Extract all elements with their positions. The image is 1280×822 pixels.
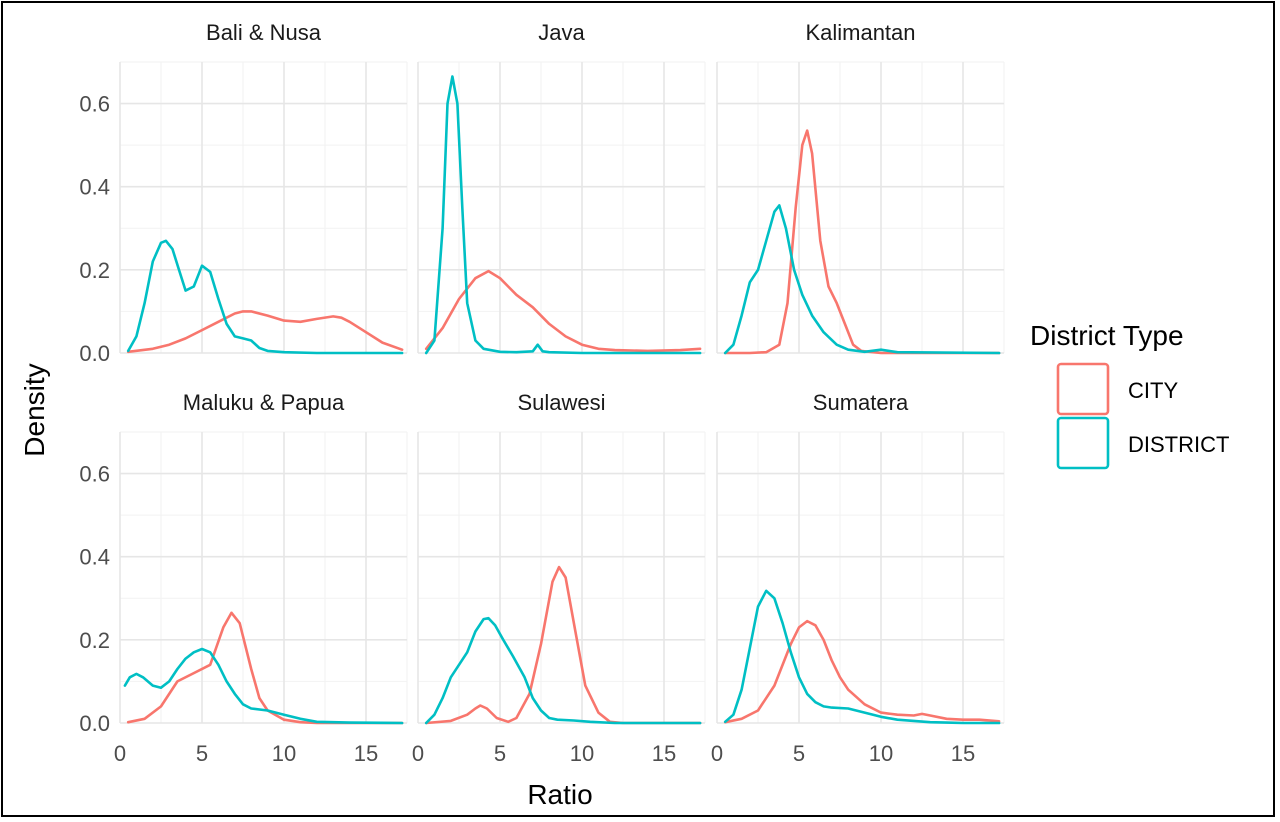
y-tick-label: 0.2 — [79, 628, 110, 653]
x-tick-label: 15 — [652, 741, 676, 766]
series-line-city-sulawesi — [424, 565, 702, 725]
y-tick-label: 0.4 — [79, 545, 110, 570]
y-tick-label: 0.6 — [79, 462, 110, 487]
y-tick-label: 0.0 — [79, 341, 110, 366]
facet-title-bali-nusa: Bali & Nusa — [206, 20, 322, 45]
y-tick-label: 0.4 — [79, 175, 110, 200]
legend-label-district: DISTRICT — [1128, 432, 1229, 457]
facet-title-sulawesi: Sulawesi — [517, 390, 605, 415]
y-tick-label: 0.2 — [79, 258, 110, 283]
series-line-district-sulawesi — [424, 616, 702, 725]
x-tick-label: 15 — [951, 741, 975, 766]
series-line-district-kalimantan — [723, 204, 1001, 355]
x-tick-label: 10 — [869, 741, 893, 766]
legend-key-district — [1056, 416, 1110, 470]
series-line-city-sumatera — [723, 619, 1001, 724]
legend-key-city — [1056, 362, 1110, 416]
series-line-district-maluku-papua — [123, 647, 404, 725]
series-line-district-bali-nusa — [126, 239, 404, 355]
facet-title-kalimantan: Kalimantan — [805, 20, 915, 45]
x-tick-label: 10 — [272, 741, 296, 766]
facet-title-maluku-papua: Maluku & Papua — [183, 390, 345, 415]
facet-title-java: Java — [538, 20, 585, 45]
legend-label-city: CITY — [1128, 378, 1178, 403]
x-tick-label: 5 — [793, 741, 805, 766]
x-tick-label: 0 — [412, 741, 424, 766]
x-tick-label: 10 — [570, 741, 594, 766]
x-tick-label: 5 — [196, 741, 208, 766]
x-tick-label: 5 — [494, 741, 506, 766]
series-line-district-sumatera — [723, 589, 1001, 725]
y-axis-label: Density — [19, 363, 50, 456]
legend-title: District Type — [1030, 320, 1184, 351]
series-line-city-kalimantan — [723, 129, 1001, 355]
x-axis-label: Ratio — [527, 779, 592, 810]
y-tick-label: 0.0 — [79, 711, 110, 736]
y-tick-label: 0.6 — [79, 92, 110, 117]
x-tick-label: 0 — [711, 741, 723, 766]
series-line-city-bali-nusa — [126, 310, 404, 354]
x-tick-label: 15 — [354, 741, 378, 766]
x-tick-label: 0 — [114, 741, 126, 766]
series-line-city-maluku-papua — [126, 611, 404, 725]
facet-title-sumatera: Sumatera — [813, 390, 909, 415]
series-line-district-java — [424, 75, 702, 355]
